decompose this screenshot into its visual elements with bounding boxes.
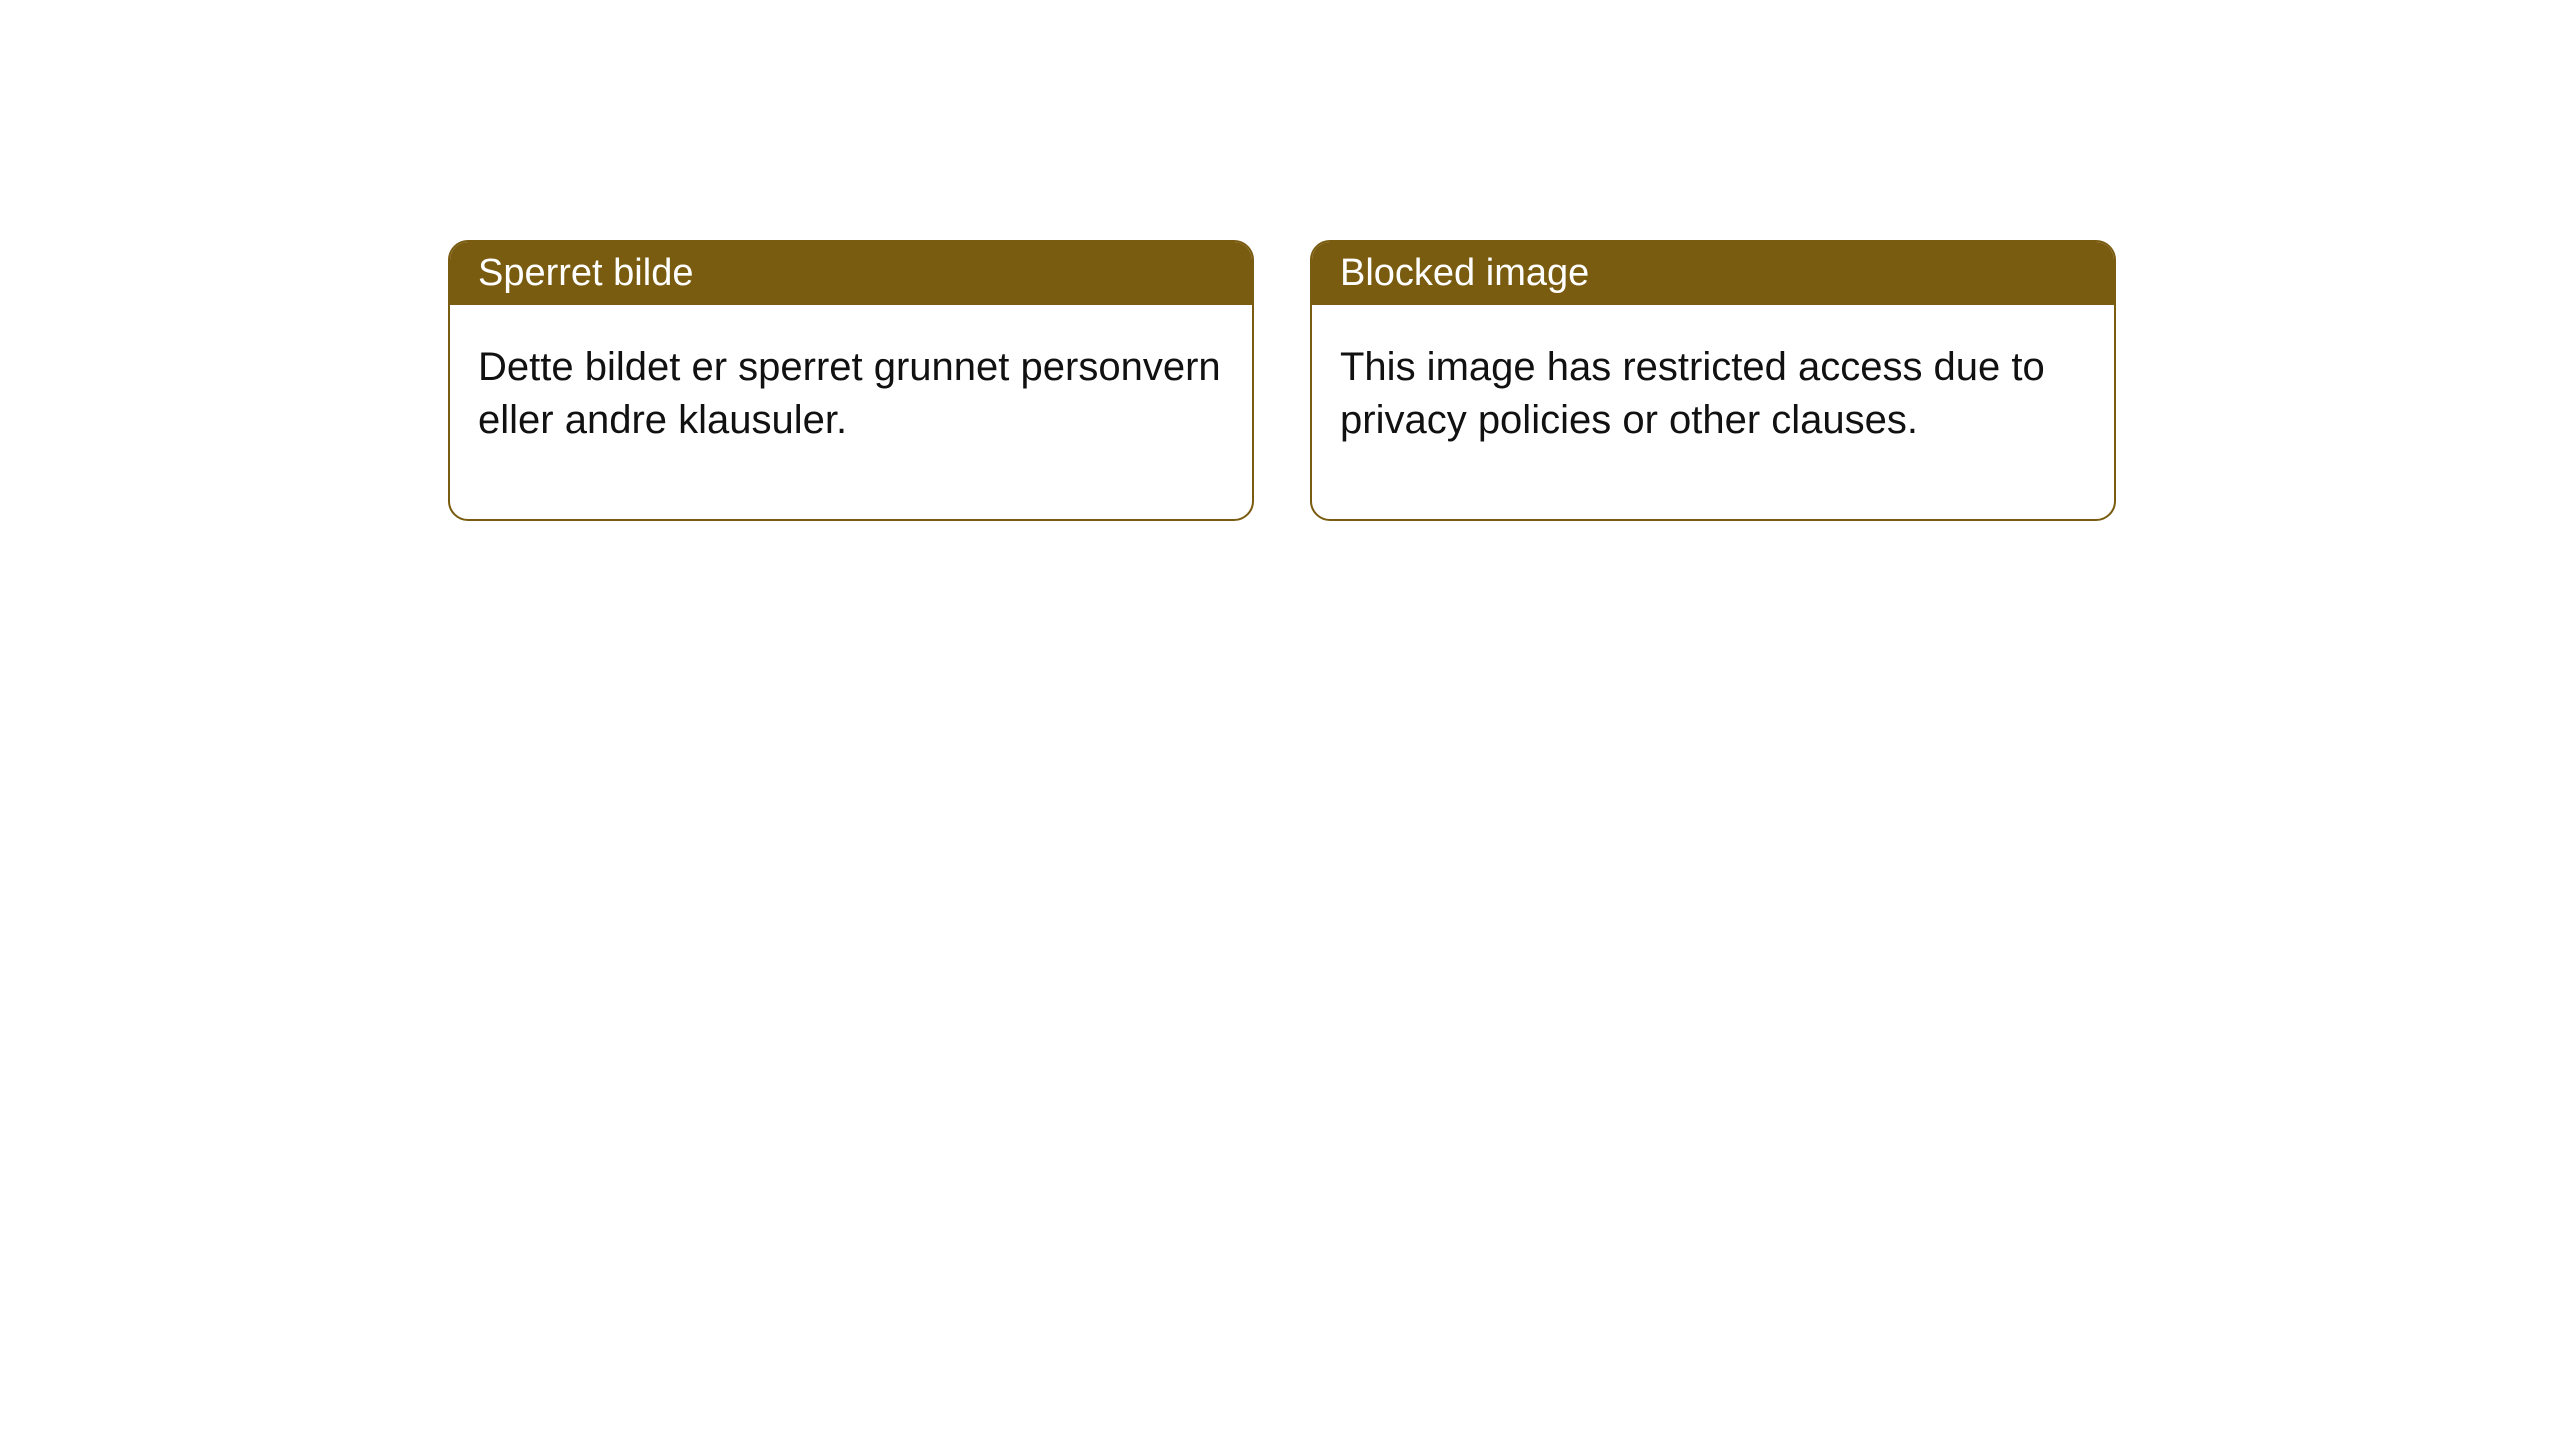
notice-card-english: Blocked image This image has restricted … [1310,240,2116,521]
card-header: Sperret bilde [450,242,1252,305]
card-title: Sperret bilde [478,252,693,294]
card-body: Dette bildet er sperret grunnet personve… [450,305,1252,519]
notice-card-norwegian: Sperret bilde Dette bildet er sperret gr… [448,240,1254,521]
card-body-text: This image has restricted access due to … [1340,345,2045,442]
card-title: Blocked image [1340,252,1589,294]
notice-container: Sperret bilde Dette bildet er sperret gr… [448,240,2116,521]
card-body: This image has restricted access due to … [1312,305,2114,519]
card-header: Blocked image [1312,242,2114,305]
card-body-text: Dette bildet er sperret grunnet personve… [478,345,1221,442]
